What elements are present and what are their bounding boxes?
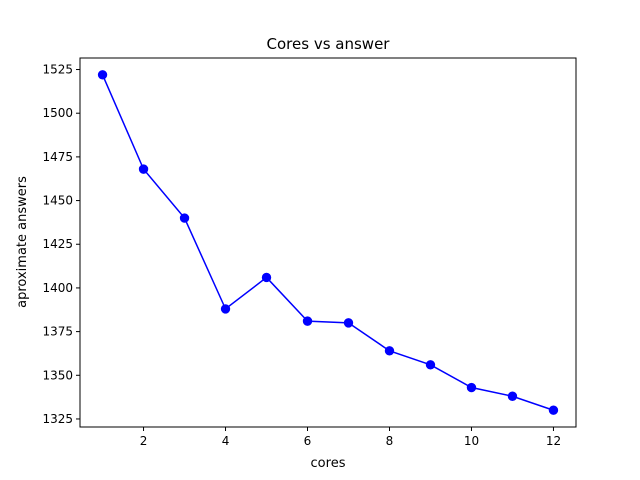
data-point [425,360,436,370]
y-tick-label: 1325 [42,412,73,426]
x-tick-label: 6 [304,434,312,448]
x-tick-label: 12 [546,434,561,448]
chart-title: Cores vs answer [267,35,391,53]
y-tick-label: 1400 [42,281,73,295]
y-tick-label: 1500 [42,106,73,120]
data-point [507,391,518,401]
y-tick-label: 1375 [42,325,73,339]
y-tick-label: 1425 [42,237,73,251]
data-point [343,318,354,328]
data-point [548,405,559,415]
y-tick-label: 1475 [42,150,73,164]
x-tick-label: 4 [222,434,230,448]
data-point [220,304,231,314]
x-tick-label: 10 [464,434,479,448]
x-tick-label: 2 [140,434,148,448]
y-axis-label: aproximate answers [15,176,30,308]
y-axis: 1325 1350 1375 1400 1425 1450 1475 1500 1525 [42,63,80,426]
data-point [138,164,149,174]
series-layer [97,70,559,415]
data-point [261,272,272,283]
x-axis: 2 4 6 8 10 12 [140,427,561,448]
series-line [101,74,554,411]
x-axis-label: cores [311,456,346,471]
x-tick-label: 8 [386,434,394,448]
data-point [97,70,108,80]
data-point [302,316,313,326]
data-point [466,382,477,393]
y-tick-label: 1525 [42,63,73,77]
y-tick-label: 1350 [42,368,73,382]
plot-area: 1325 1350 1375 1400 1425 1450 1475 1500 1525 2 4 6… [42,57,577,448]
data-point [179,213,190,223]
plot-frame [79,57,577,428]
y-tick-label: 1450 [42,194,73,208]
data-point [384,346,395,356]
